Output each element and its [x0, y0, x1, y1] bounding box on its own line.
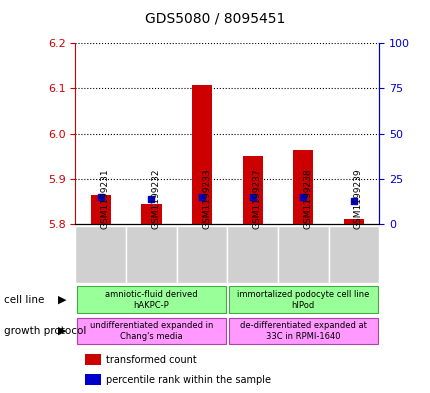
- Bar: [292, 151, 313, 224]
- Text: ▶: ▶: [58, 295, 67, 305]
- Text: GSM1199231: GSM1199231: [101, 168, 110, 229]
- Text: de-differentiated expanded at
33C in RPMI-1640: de-differentiated expanded at 33C in RPM…: [240, 321, 366, 341]
- Bar: [191, 85, 212, 224]
- Bar: [77, 318, 225, 344]
- Text: GSM1199237: GSM1199237: [252, 168, 261, 229]
- Bar: [176, 226, 227, 283]
- Text: cell line: cell line: [4, 295, 45, 305]
- Bar: [228, 318, 377, 344]
- Text: GSM1199232: GSM1199232: [151, 168, 160, 229]
- Text: amniotic-fluid derived
hAKPC-P: amniotic-fluid derived hAKPC-P: [105, 290, 197, 310]
- Text: GDS5080 / 8095451: GDS5080 / 8095451: [145, 12, 285, 26]
- Bar: [141, 204, 161, 224]
- Text: GSM1199233: GSM1199233: [202, 168, 211, 229]
- Text: GSM1199238: GSM1199238: [303, 168, 312, 229]
- Bar: [227, 226, 277, 283]
- Text: percentile rank within the sample: percentile rank within the sample: [106, 375, 270, 385]
- Bar: [84, 374, 101, 385]
- Text: growth protocol: growth protocol: [4, 326, 86, 336]
- Bar: [75, 226, 126, 283]
- Bar: [242, 156, 262, 224]
- Text: undifferentiated expanded in
Chang's media: undifferentiated expanded in Chang's med…: [89, 321, 212, 341]
- Bar: [84, 354, 101, 365]
- Text: GSM1199239: GSM1199239: [353, 168, 362, 229]
- Bar: [77, 286, 225, 313]
- Bar: [277, 226, 328, 283]
- Bar: [328, 226, 378, 283]
- Bar: [228, 286, 377, 313]
- Text: ▶: ▶: [58, 326, 67, 336]
- Bar: [126, 226, 176, 283]
- Bar: [90, 195, 111, 224]
- Bar: [343, 219, 363, 224]
- Text: transformed count: transformed count: [106, 355, 196, 365]
- Text: immortalized podocyte cell line
hIPod: immortalized podocyte cell line hIPod: [237, 290, 369, 310]
